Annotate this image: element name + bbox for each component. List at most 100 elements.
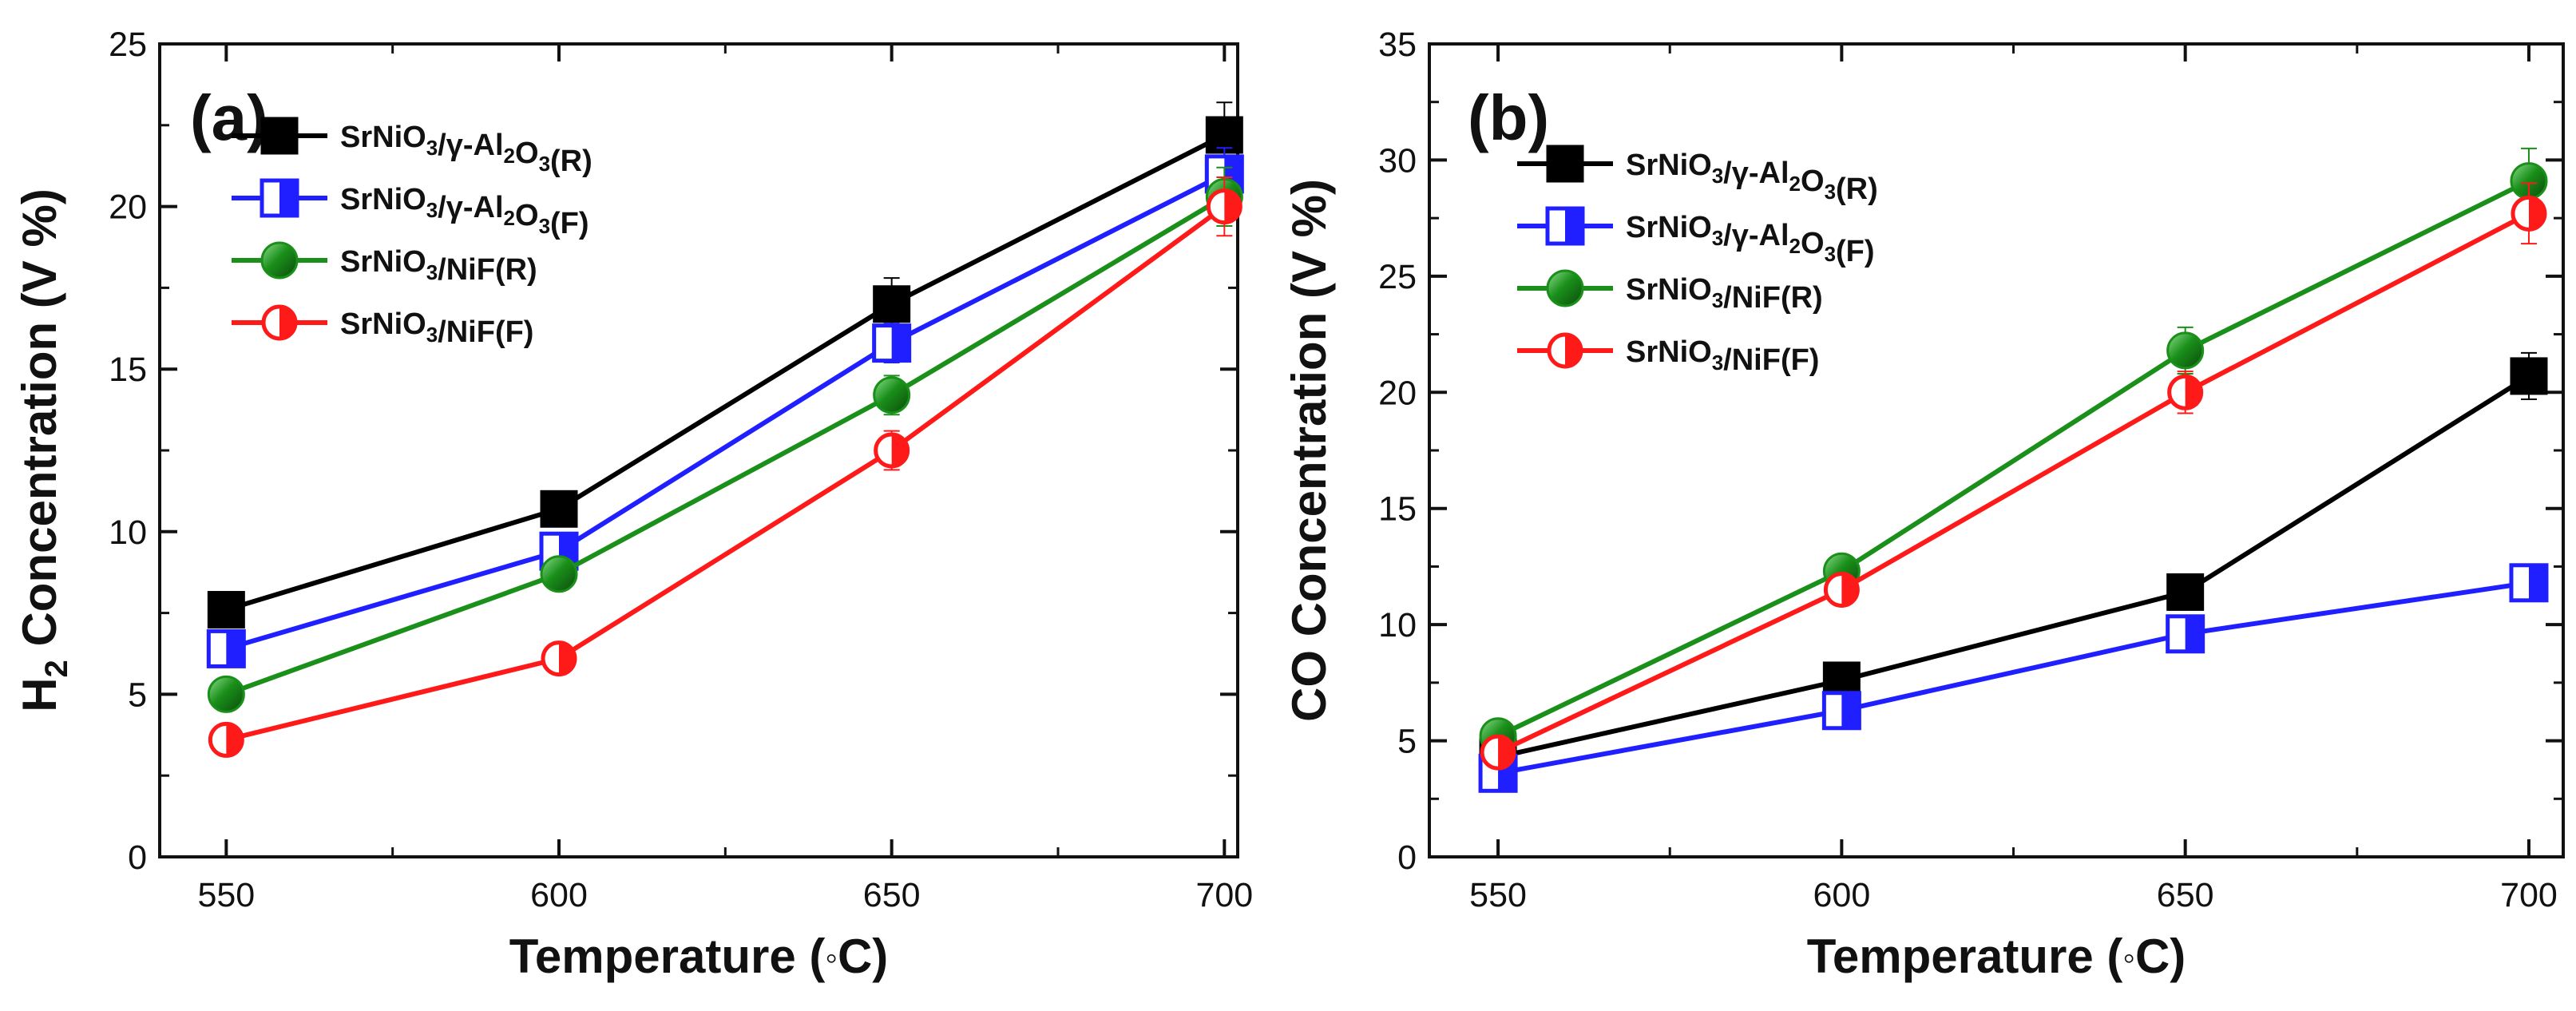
panel-a-x-tick-label: 550 (197, 876, 255, 914)
panel-b-series-0 (1479, 351, 2548, 776)
panel-b-data-point (2166, 573, 2205, 611)
panel-b-x-tick-label: 650 (2157, 876, 2214, 914)
panel-b-y-tick-label: 25 (1378, 258, 1417, 296)
panel-b-y-tick-label: 20 (1378, 374, 1417, 412)
panel-a-data-point (540, 555, 578, 593)
panel-b-legend-marker (1547, 332, 1583, 369)
panel-a-legend-item: SrNiO3/NiF(F) (232, 304, 533, 349)
panel-a-legend-item: SrNiO3/γ-Al2O3(F) (232, 178, 589, 240)
panel-b-legend-item: SrNiO3/γ-Al2O3(R) (1517, 145, 1878, 206)
panel-a-label: (a) (190, 82, 268, 153)
panel-b-data-point (1823, 572, 1860, 609)
panel-b-x-ticks: 550 600 650 700 (1469, 44, 2558, 914)
panel-b-series-line (1497, 580, 2530, 776)
panel-b-chart: 0 5 10 15 20 25 30 35 550 600 650 700 (b) SrNiO3/γ… (1282, 26, 2565, 983)
panel-b-x-axis-title: Temperature (◦C) (1807, 930, 2186, 983)
panel-b-y-tick-label: 10 (1378, 606, 1417, 644)
panel-b-y-axis-title: CO Concentration (V %) (1282, 179, 1336, 722)
panel-a-legend-marker (261, 304, 298, 341)
panel-b-y-tick-label: 30 (1378, 141, 1417, 180)
panel-a-legend-item: SrNiO3/NiF(R) (232, 241, 537, 287)
panel-b-y-tick-label: 5 (1397, 723, 1417, 761)
panel-a-y-tick-label: 10 (109, 513, 147, 552)
panel-a-x-tick-label: 600 (530, 876, 588, 914)
panel-a-legend: SrNiO3/γ-Al2O3(R)SrNiO3/γ-Al2O3(F) SrNiO3… (232, 117, 592, 349)
panel-b-data-point (1821, 691, 1861, 731)
panel-b-legend-item: SrNiO3/NiF(F) (1517, 332, 1819, 377)
panel-b-y-tick-label: 35 (1378, 26, 1417, 64)
panel-a-y-tick-label: 0 (128, 839, 147, 877)
panel-b-series-line (1497, 374, 2530, 759)
panel-b-legend-label: SrNiO3/NiF(R) (1626, 273, 1823, 315)
panel-a-series-line (225, 172, 1226, 652)
panel-a-legend-label: SrNiO3/γ-Al2O3(F) (340, 183, 589, 240)
panel-a-data-point (540, 490, 578, 528)
panel-a-x-axis-title: Temperature (◦C) (509, 930, 889, 983)
panel-a-legend-marker (260, 241, 299, 280)
panel-b-legend-marker (1545, 206, 1585, 246)
panel-b-series-3 (1480, 182, 2547, 771)
panel-b-y-ticks: 0 5 10 15 20 25 30 35 (1378, 26, 2563, 877)
panel-b-label: (b) (1468, 82, 1549, 153)
panel-a-data-point (1205, 116, 1243, 154)
panel-b-legend-marker (1546, 269, 1584, 307)
panel-b-x-tick-label: 600 (1813, 876, 1870, 914)
panel-b-legend-label: SrNiO3/NiF(F) (1626, 335, 1819, 377)
panel-a-data-point (874, 432, 910, 469)
panel-a-legend-label: SrNiO3/NiF(R) (340, 245, 537, 287)
panel-b-legend-marker (1546, 145, 1584, 183)
panel-a-y-tick-label: 25 (109, 26, 147, 64)
panel-b-series-line (1496, 211, 2530, 755)
panel-a-data-point (208, 721, 244, 758)
panel-b-series-group (1478, 147, 2549, 793)
panel-a-data-point (873, 285, 911, 323)
panel-b-data-point (2166, 614, 2205, 654)
panel-a-series-group (206, 101, 1244, 758)
panel-a-data-point (207, 675, 245, 713)
panel-a-data-point (1206, 188, 1242, 225)
panel-b-data-point (2510, 357, 2548, 395)
panel-a-legend-label: SrNiO3/γ-Al2O3(R) (340, 121, 592, 178)
panel-b-legend-item: SrNiO3/NiF(R) (1517, 269, 1823, 315)
panel-a-series-line (225, 194, 1226, 697)
panel-b-series-1 (1478, 563, 2549, 793)
panel-b-y-tick-label: 0 (1397, 839, 1417, 877)
panel-b-legend: SrNiO3/γ-Al2O3(R)SrNiO3/γ-Al2O3(F) SrNiO3… (1517, 145, 1878, 377)
panel-a-data-point (873, 376, 911, 414)
panel-a-data-point (872, 323, 912, 363)
panel-a-y-axis-title: H2 Concentration (V %) (13, 188, 74, 712)
panel-a-x-ticks: 550 600 650 700 (197, 44, 1253, 914)
panel-a-y-tick-label: 5 (128, 676, 147, 714)
panel-a-series-line (225, 204, 1227, 743)
panel-a-y-ticks: 0 5 10 15 20 25 (109, 26, 1238, 877)
panel-b-y-tick-label: 15 (1378, 490, 1417, 529)
panel-a-x-tick-label: 700 (1195, 876, 1253, 914)
panel-a-plot-frame (158, 42, 1239, 858)
panel-b-legend-label: SrNiO3/γ-Al2O3(F) (1626, 211, 1875, 268)
panel-b-legend-label: SrNiO3/γ-Al2O3(R) (1626, 149, 1878, 206)
panel-a-y-tick-label: 20 (109, 188, 147, 227)
panel-a-data-point (541, 640, 577, 677)
panel-a-legend-marker (260, 178, 299, 218)
panel-a-data-point (207, 591, 245, 629)
panel-a-x-tick-label: 650 (863, 876, 921, 914)
panel-b-data-point (2166, 331, 2205, 370)
panel-a-legend-item: SrNiO3/γ-Al2O3(R) (232, 117, 592, 178)
panel-a-data-point (206, 628, 246, 668)
panel-b-x-tick-label: 550 (1469, 876, 1527, 914)
panel-b-data-point (2511, 195, 2547, 232)
panel-b-data-point (2167, 374, 2204, 410)
panel-a-series-line (225, 133, 1226, 613)
panel-b-legend-item: SrNiO3/γ-Al2O3(F) (1517, 206, 1875, 268)
panel-a-series-3 (208, 176, 1242, 758)
panel-a-legend-marker (260, 117, 299, 155)
panel-b-x-tick-label: 700 (2500, 876, 2558, 914)
panel-a-series-1 (206, 147, 1244, 668)
panel-a-y-tick-label: 15 (109, 351, 147, 389)
panel-b-data-point (1480, 734, 1516, 771)
panel-b-data-point (2509, 563, 2549, 603)
panel-a-series-0 (207, 101, 1243, 629)
panel-b-series-line (1496, 178, 2530, 739)
panel-a-chart: 0 5 10 15 20 25 550 600 650 700 (a) SrNiO3/γ-Al2… (13, 26, 1253, 983)
